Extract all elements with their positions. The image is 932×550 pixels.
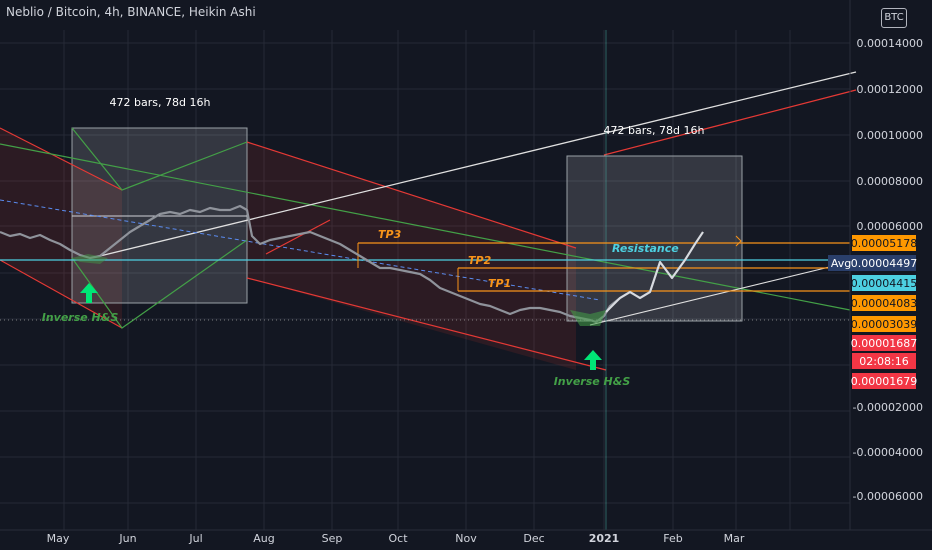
x-tick-label: Sep xyxy=(322,532,343,545)
price-tag-label: 02:08:16 xyxy=(859,355,908,368)
white-trendline-lower xyxy=(589,261,851,326)
up-arrow-icon xyxy=(584,350,602,370)
price-tag-label: 0.00003039 xyxy=(851,318,917,331)
price-tag-box xyxy=(852,255,916,271)
x-tick-label: 2021 xyxy=(589,532,620,545)
y-tick-label: -0.00002000 xyxy=(853,401,923,414)
x-tick-label: Mar xyxy=(724,532,745,545)
y-tick-label: -0.00004000 xyxy=(853,446,923,459)
x-tick-label: Jul xyxy=(188,532,202,545)
price-tag-label: 0.00005178 xyxy=(851,237,917,250)
price-tag: 0.00003039 xyxy=(851,316,917,332)
pattern-label-2: Inverse H&S xyxy=(554,375,631,388)
avg-prefix-label: Avg xyxy=(831,257,851,270)
price-tag: 02:08:16 xyxy=(852,353,916,369)
price-tag-box xyxy=(852,316,916,332)
x-tick-label: May xyxy=(47,532,70,545)
price-series xyxy=(0,204,704,326)
currency-badge[interactable]: BTC xyxy=(881,8,907,28)
right-arrow-icon xyxy=(735,235,742,247)
red-channel-left-fill xyxy=(0,128,122,328)
x-tick-label: Jun xyxy=(118,532,136,545)
price-tag: 0.00004415 xyxy=(851,275,917,291)
y-tick-label: -0.00006000 xyxy=(853,490,923,503)
price-tag-box xyxy=(852,295,916,311)
tp3-label: TP3 xyxy=(378,228,402,241)
up-arrow-icon xyxy=(80,283,98,303)
price-tag-box xyxy=(852,353,916,369)
red-channel-main-fill xyxy=(247,142,576,370)
tp2-label: TP2 xyxy=(468,254,492,267)
resistance-label: Resistance xyxy=(612,242,679,255)
y-tick-label: 0.00006000 xyxy=(857,220,923,233)
red-channel-lines xyxy=(0,127,607,371)
price-tag-box xyxy=(852,335,916,351)
price-tag: 0.00001679 xyxy=(851,373,917,389)
price-tag: 0.00004083 xyxy=(851,295,917,311)
blue-dashed-regression xyxy=(0,199,601,301)
price-tag-label: 0.00004415 xyxy=(851,277,917,290)
x-tick-label: Aug xyxy=(253,532,274,545)
price-axis[interactable]: 0.00014000 0.00012000 0.00010000 0.00008000… xyxy=(853,37,923,503)
y-tick-label: 0.00010000 xyxy=(857,129,923,142)
y-tick-label: 0.00014000 xyxy=(857,37,923,50)
bars-range-label-1: 472 bars, 78d 16h xyxy=(110,96,211,109)
price-tag-box xyxy=(852,373,916,389)
y-tick-label: 0.00008000 xyxy=(857,175,923,188)
bars-range-label-2: 472 bars, 78d 16h xyxy=(604,124,705,137)
grid xyxy=(0,30,850,530)
pattern-label-1: Inverse H&S xyxy=(42,311,119,324)
price-tag: 0.00005178 xyxy=(851,235,917,251)
x-tick-label: Dec xyxy=(523,532,544,545)
x-tick-label: Oct xyxy=(388,532,408,545)
price-tag-label: 0.00001687 xyxy=(851,337,917,350)
x-tick-label: Feb xyxy=(663,532,682,545)
y-tick-label: 0.00012000 xyxy=(857,83,923,96)
avg-prefix-box xyxy=(828,255,854,271)
price-tag-label: 0.00001679 xyxy=(851,375,917,388)
red-trendline-upper xyxy=(603,89,857,156)
price-tag-box xyxy=(852,235,916,251)
white-trendline-upper xyxy=(99,71,857,257)
price-tag-label: 0.00004083 xyxy=(851,297,917,310)
price-tag-label: 0.00004497 xyxy=(851,257,917,270)
time-axis[interactable]: May Jun Jul Aug Sep Oct Nov Dec 2021 Feb Mar xyxy=(47,532,745,545)
tp1-label: TP1 xyxy=(488,277,511,290)
x-tick-label: Nov xyxy=(455,532,477,545)
price-tag: Avg 0.00004497 xyxy=(828,255,917,271)
bars-range-box-2 xyxy=(566,155,743,322)
green-channel-lines xyxy=(0,127,851,329)
price-tag: 0.00001687 xyxy=(851,335,917,351)
price-tag-box xyxy=(852,275,916,291)
chart-title: Neblio / Bitcoin, 4h, BINANCE, Heikin As… xyxy=(6,5,256,19)
